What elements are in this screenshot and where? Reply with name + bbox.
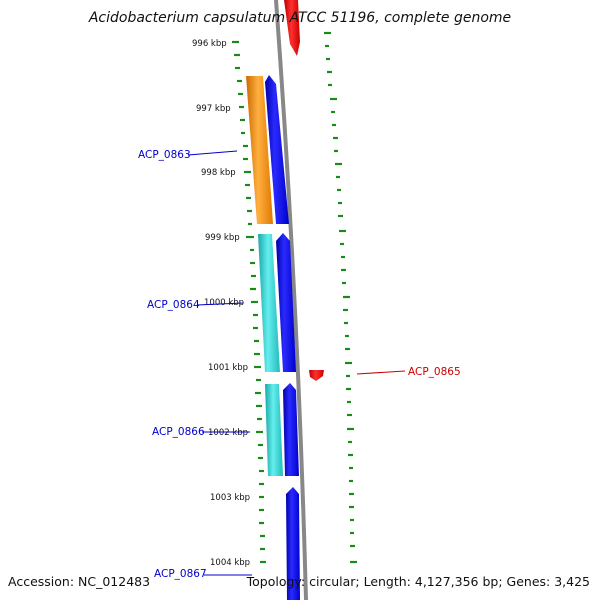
gc-content-track-right bbox=[324, 31, 357, 564]
tick-label: 1000 kbp bbox=[204, 298, 244, 308]
gene-label-acp-0863[interactable]: ACP_0863 bbox=[138, 149, 191, 161]
gene-reverse-top[interactable] bbox=[284, 0, 300, 56]
tick-label: 1001 kbp bbox=[208, 363, 248, 373]
tick-label: 999 kbp bbox=[205, 233, 240, 243]
gene-label-acp-0865[interactable]: ACP_0865 bbox=[408, 366, 461, 378]
gene-labels: ACP_0863 ACP_0864 ACP_0865 ACP_0866 ACP_… bbox=[138, 149, 461, 580]
kbp-tick-labels: 996 kbp 997 kbp 998 kbp 999 kbp 1000 kbp… bbox=[192, 39, 250, 568]
feature-cyan-2[interactable] bbox=[265, 384, 283, 476]
gene-forward-4[interactable] bbox=[286, 487, 300, 600]
gc-skew-track-left bbox=[232, 40, 266, 564]
gene-reverse-acp-0865[interactable] bbox=[309, 370, 324, 381]
gene-label-leaders bbox=[187, 150, 406, 576]
tick-label: 1004 kbp bbox=[210, 558, 250, 568]
tick-label: 1003 kbp bbox=[210, 493, 250, 503]
gene-label-acp-0866[interactable]: ACP_0866 bbox=[152, 426, 205, 438]
tick-label: 997 kbp bbox=[196, 104, 231, 114]
map-title: Acidobacterium capsulatum ATCC 51196, co… bbox=[88, 10, 512, 26]
gene-forward-3[interactable] bbox=[283, 383, 299, 476]
tick-label: 1002 kbp bbox=[208, 428, 248, 438]
genome-backbone bbox=[274, 0, 308, 600]
genome-summary-text: Topology: circular; Length: 4,127,356 bp… bbox=[246, 574, 590, 589]
gene-forward-1[interactable] bbox=[265, 75, 289, 224]
feature-cyan-1[interactable] bbox=[258, 234, 280, 372]
gene-forward-2[interactable] bbox=[276, 233, 296, 372]
feature-orange[interactable] bbox=[246, 76, 273, 224]
tick-label: 998 kbp bbox=[201, 168, 236, 178]
gene-label-acp-0867[interactable]: ACP_0867 bbox=[154, 568, 207, 580]
gene-label-acp-0864[interactable]: ACP_0864 bbox=[147, 299, 200, 311]
tick-label: 996 kbp bbox=[192, 39, 227, 49]
accession-text: Accession: NC_012483 bbox=[8, 574, 151, 589]
